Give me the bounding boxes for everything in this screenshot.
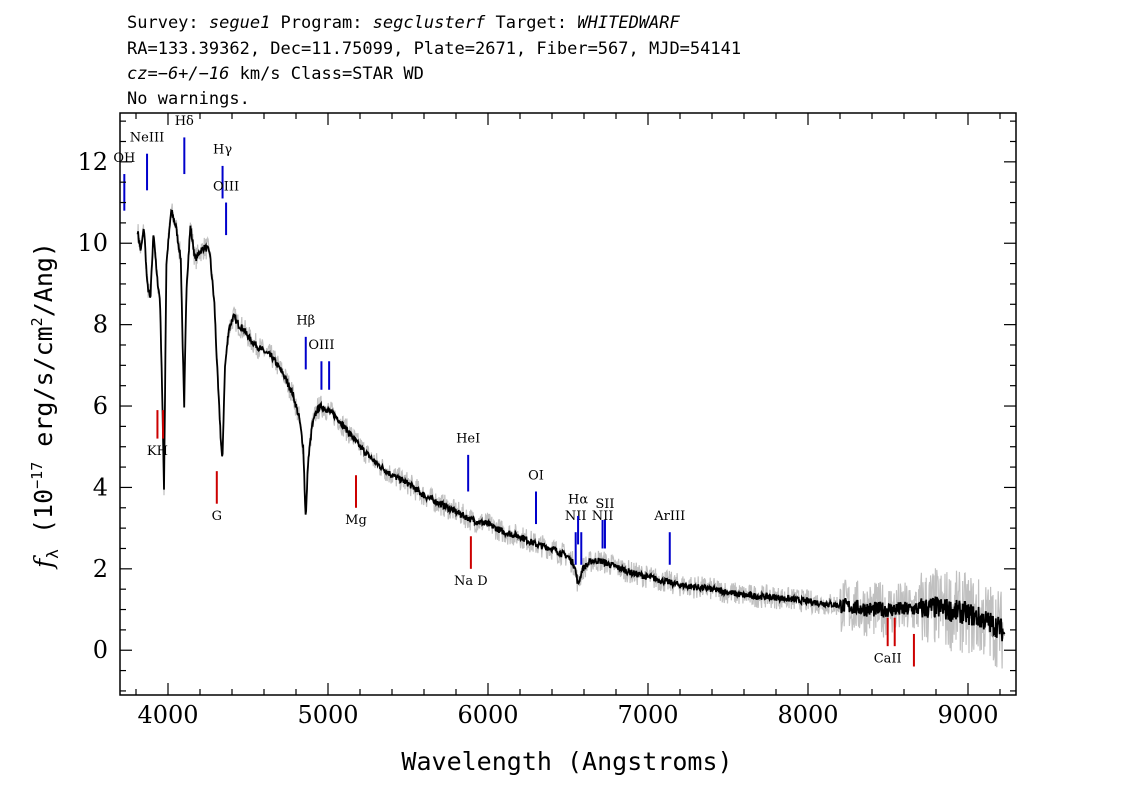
x-tick-label: 5000 [297, 701, 358, 729]
line-label-3: Hγ [213, 143, 232, 158]
x-tick-label: 7000 [617, 701, 678, 729]
y-tick-label: 12 [77, 148, 108, 176]
line-label-8: HeI [456, 432, 480, 447]
header-line-coordinates: RA=133.39362, Dec=11.75099, Plate=2671, … [127, 39, 741, 59]
x-tick-label: 4000 [137, 701, 198, 729]
y-tick-label: 2 [93, 555, 108, 583]
line-label-9: OI [528, 468, 544, 483]
noise-trace [137, 203, 1006, 669]
line-label-4: OIII [213, 179, 239, 194]
x-axis-title: Wavelength (Angstroms) [401, 747, 732, 776]
line-label-11: Hα [568, 493, 588, 508]
x-tick-label: 8000 [777, 701, 838, 729]
line-label-15: ArIII [653, 509, 685, 524]
spectral-line-markers: OHNeIIIHδHγOIIIHβOIIIHeIOINIIHαNIISIIArI… [113, 114, 915, 667]
plot-axes: 4000 5000 6000 7000 8000 9000 0 2 4 6 8 10 12 [77, 112, 1017, 729]
y-tick-label: 4 [93, 473, 108, 501]
flux-trace [136, 208, 1006, 642]
flux-series [136, 208, 1006, 642]
header-line-survey: Survey: segue1 Program: segclusterf Targ… [127, 13, 681, 33]
line-label-2: Hδ [175, 114, 194, 129]
line-label-5: Hβ [296, 314, 315, 329]
plot-frame [119, 112, 1017, 696]
line-label-10: NII [565, 509, 587, 524]
line-label-20: Na D [454, 574, 488, 589]
line-label-0: OH [113, 151, 135, 166]
line-label-1: NeIII [130, 130, 164, 145]
y-tick-label: 8 [93, 311, 108, 339]
y-tick-label: 0 [93, 636, 108, 664]
header-line-redshift: cz=−6+/−16 km/s Class=STAR WD [127, 64, 424, 84]
y-tick-label: 6 [93, 392, 108, 420]
line-label-18: G [212, 509, 222, 524]
x-tick-label: 6000 [457, 701, 518, 729]
line-label-13: NII [592, 509, 614, 524]
y-axis-title: fλ (10−17 erg/s/cm2/Ang) [28, 242, 62, 570]
line-label-14: SII [595, 497, 614, 512]
line-label-16: KH [147, 444, 168, 459]
x-tick-label: 9000 [937, 701, 998, 729]
header-line-warnings: No warnings. [127, 89, 250, 109]
line-label-6: OIII [308, 338, 334, 353]
line-label-19: Mg [345, 513, 367, 528]
y-tick-label: 10 [77, 229, 108, 257]
line-label-21: CaII [874, 651, 902, 666]
flux-noise-band [137, 203, 1006, 669]
